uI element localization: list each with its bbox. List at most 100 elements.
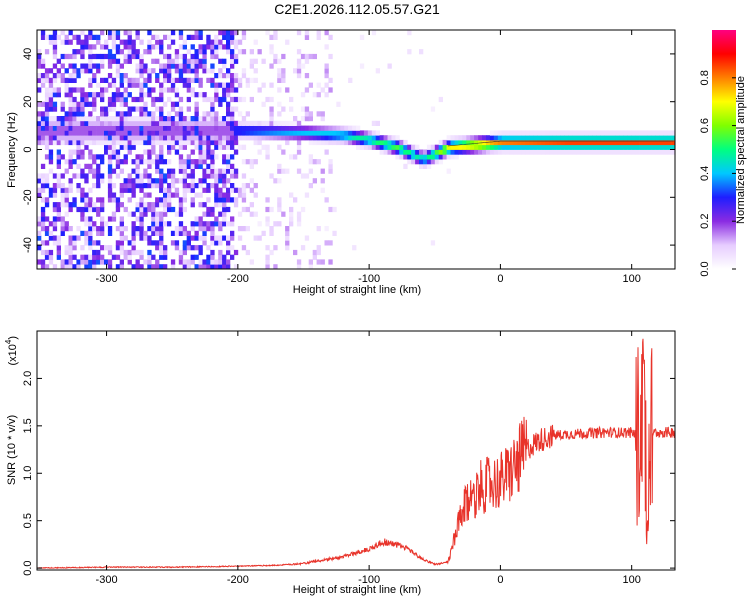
heatmap-cell [320,187,325,193]
heatmap-cell [44,111,50,117]
heatmap-cell [159,120,164,126]
heatmap-cell [167,168,172,174]
heatmap-cell [277,111,282,117]
heatmap-cell [249,163,254,169]
x-tick-label: 0 [497,574,503,586]
heatmap-cell [37,245,42,251]
heatmap-cell [88,206,93,213]
heatmap-cell [80,101,85,107]
heatmap-cell [273,130,278,136]
heatmap-cell [135,159,140,165]
heatmap-cell [265,259,270,265]
heatmap-cell [88,202,93,208]
heatmap-cell [52,264,58,269]
heatmap-cell [48,34,54,40]
heatmap-cell [537,135,542,141]
heatmap-cell [44,183,50,189]
heatmap-cell [170,58,176,64]
heatmap-cell [296,125,302,131]
heatmap-cell [111,211,117,217]
heatmap-cell [277,206,282,213]
heatmap-cell [143,63,148,69]
heatmap-cell [509,149,514,155]
heatmap-cell [312,130,317,136]
heatmap-cell [226,192,231,198]
heatmap-cell [64,159,69,165]
heatmap-cell [163,53,168,60]
heatmap-cell [84,216,89,222]
heatmap-cell [308,135,313,141]
heatmap-cell [316,92,321,98]
heatmap-cell [237,211,243,217]
heatmap-cell [96,259,101,265]
heatmap-cell [80,30,85,36]
heatmap-cell [80,230,85,236]
heatmap-cell [60,230,65,236]
heatmap-cell [226,44,231,50]
heatmap-cell [214,73,219,79]
heatmap-cell [147,77,152,83]
heatmap-cell [147,226,152,232]
heatmap-cell [155,163,160,169]
heatmap-cell [139,73,144,79]
heatmap-cell [52,116,58,122]
heatmap-cell [395,139,400,146]
heatmap-cell [170,173,176,179]
heatmap-cell [458,149,463,155]
heatmap-cell [328,168,333,174]
heatmap-cell [111,154,117,160]
heatmap-cell [655,135,660,141]
heatmap-cell [84,221,89,227]
heatmap-cell [426,159,432,165]
heatmap-cell [320,178,325,184]
heatmap-cell [56,68,61,74]
heatmap-cell [143,202,148,208]
heatmap-cell [324,130,329,136]
heatmap-cell [68,111,73,117]
x-tick-label: 0 [497,273,503,285]
heatmap-cell [111,144,117,150]
heatmap-cell [167,144,172,150]
heatmap-cell [163,197,168,203]
heatmap-cell [88,111,93,117]
heatmap-cell [123,187,128,193]
heatmap-cell [482,144,487,150]
heatmap-cell [245,135,250,141]
heatmap-cell [127,259,132,265]
heatmap-cell [40,240,46,246]
heatmap-cell [139,178,144,184]
heatmap-cell [466,144,471,150]
heatmap-cell [517,130,522,136]
heatmap-cell [111,44,117,50]
heatmap-cell [474,144,479,150]
heatmap-cell [52,130,58,136]
heatmap-cell [131,192,136,198]
heatmap-cell [96,68,101,74]
heatmap-cell [214,139,219,146]
heatmap-cell [143,92,148,98]
heatmap-cell [88,68,93,74]
heatmap-cell [387,144,392,150]
heatmap-cell [214,240,219,246]
heatmap-cell [131,135,136,141]
heatmap-cell [269,111,274,117]
heatmap-cell [627,149,632,155]
heatmap-cell [639,135,644,141]
heatmap-cell [663,130,668,136]
heatmap-cell [253,58,258,64]
heatmap-cell [222,202,227,208]
heatmap-cell [210,163,215,169]
heatmap-cell [419,159,424,165]
heatmap-cell [167,159,172,165]
heatmap-cell [115,159,121,165]
heatmap-cell [56,249,61,256]
heatmap-cell [202,125,207,131]
heatmap-cell [222,125,227,131]
heatmap-cell [68,101,73,107]
heatmap-cell [190,259,195,265]
heatmap-cell [167,77,172,83]
heatmap-cell [501,149,506,155]
heatmap-cell [619,135,625,141]
heatmap-cell [619,130,625,136]
heatmap-cell [367,144,373,150]
